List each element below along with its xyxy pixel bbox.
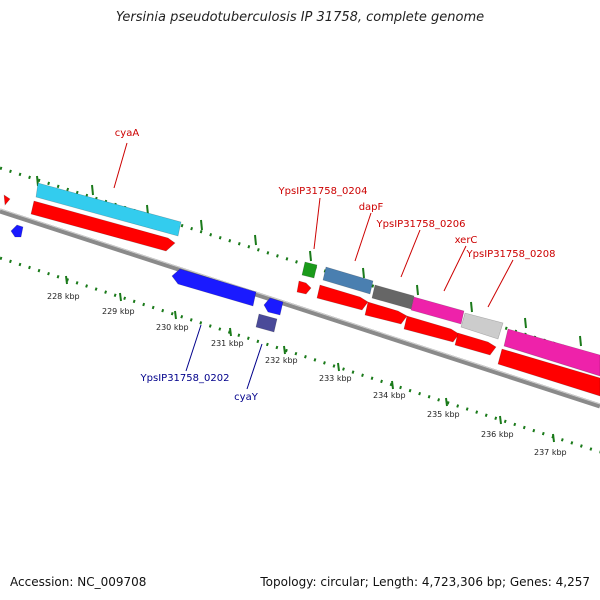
inner-major-ticks — [65, 275, 555, 443]
feature-gene[interactable] — [263, 297, 284, 316]
axis-label: 237 kbp — [534, 448, 567, 457]
axis-label: 231 kbp — [211, 339, 244, 348]
feature-label: YpsIP31758_0202 — [140, 373, 230, 384]
genome-summary-text: Topology: circular; Length: 4,723,306 bp… — [260, 575, 590, 589]
feature-cds-dapF[interactable] — [316, 284, 369, 311]
feature-cds-YpsIP31758_0202[interactable] — [171, 268, 257, 307]
feature-gene-cyaA[interactable] — [35, 182, 182, 237]
feature-cds-YpsIP31758_0206[interactable] — [364, 301, 408, 325]
feature-gene[interactable] — [503, 328, 600, 377]
feature-label: cyaA — [115, 128, 140, 139]
feature-cds[interactable] — [497, 348, 600, 397]
map-title: Yersinia pseudotuberculosis IP 31758, co… — [115, 10, 485, 25]
axis-label: 229 kbp — [102, 307, 135, 316]
feature-cds[interactable] — [296, 280, 312, 295]
axis-label: 234 kbp — [373, 391, 406, 400]
feature-cds-cyaA[interactable] — [30, 200, 176, 252]
label-leader — [487, 259, 514, 308]
label-leader — [443, 245, 467, 292]
axis-label: 233 kbp — [319, 374, 352, 383]
feature-label: YpsIP31758_0204 — [278, 186, 368, 197]
feature-gene-cyaY[interactable] — [255, 313, 278, 333]
outer-major-ticks — [36, 175, 582, 347]
genome-backbone — [0, 208, 600, 409]
feature-label: YpsIP31758_0208 — [466, 249, 556, 260]
feature-label: YpsIP31758_0206 — [376, 219, 466, 230]
feature-gene-xerC[interactable] — [410, 296, 465, 325]
feature-label: xerC — [455, 235, 478, 246]
feature-label: cyaY — [234, 392, 259, 403]
axis-label: 232 kbp — [265, 356, 298, 365]
axis-label: 236 kbp — [481, 430, 514, 439]
feature-cds[interactable] — [3, 194, 11, 206]
feature-label: dapF — [359, 202, 384, 213]
feature-gene-YpsIP31758_0206[interactable] — [371, 284, 415, 310]
feature-gene-YpsIP31758_0204[interactable] — [301, 261, 318, 279]
feature-cds-YpsIP31758_0208[interactable] — [454, 332, 497, 356]
feature-gene-dapF[interactable] — [322, 266, 374, 295]
label-leader — [246, 343, 263, 390]
axis-label: 230 kbp — [156, 323, 189, 332]
label-leader — [185, 324, 202, 372]
feature-cds[interactable] — [10, 224, 24, 238]
axis-label: 235 kbp — [427, 410, 460, 419]
label-leader — [313, 197, 321, 250]
label-leader — [113, 142, 128, 189]
axis-label: 228 kbp — [47, 292, 80, 301]
feature-gene-YpsIP31758_0208[interactable] — [460, 312, 504, 340]
accession-text: Accession: NC_009708 — [10, 575, 147, 589]
label-leader — [400, 229, 421, 278]
label-leader — [354, 212, 372, 262]
feature-cds-xerC[interactable] — [403, 315, 460, 343]
